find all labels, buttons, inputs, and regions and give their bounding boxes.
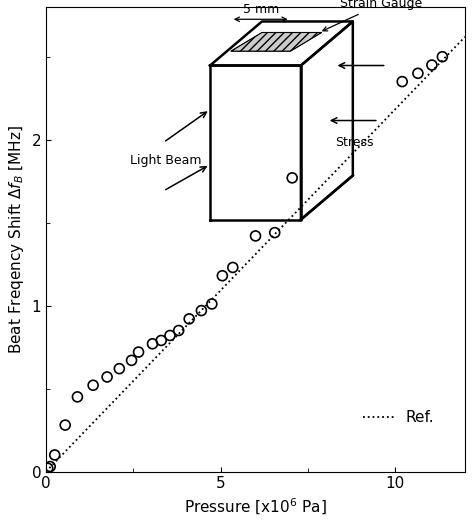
Text: 5 mm: 5 mm	[243, 3, 279, 16]
Legend: Ref.: Ref.	[357, 404, 441, 431]
Point	[135, 348, 142, 356]
Point	[198, 307, 205, 315]
Point	[185, 315, 193, 323]
Text: Stress: Stress	[335, 136, 373, 149]
Point	[116, 365, 123, 373]
Point	[44, 464, 51, 473]
Point	[414, 69, 421, 78]
Point	[149, 340, 156, 348]
Point	[103, 373, 111, 381]
Point	[252, 232, 259, 240]
Point	[89, 381, 97, 389]
Polygon shape	[231, 32, 322, 51]
Point	[74, 392, 81, 401]
Y-axis label: Beat Freqency Shift $\Delta f_B$ [MHz]: Beat Freqency Shift $\Delta f_B$ [MHz]	[7, 125, 26, 354]
Text: Light Beam: Light Beam	[129, 154, 201, 167]
Point	[46, 462, 54, 471]
X-axis label: Pressure [x10$^6$ Pa]: Pressure [x10$^6$ Pa]	[184, 497, 327, 517]
Point	[438, 52, 446, 61]
Text: Strain Gauge: Strain Gauge	[323, 0, 422, 31]
Point	[208, 300, 216, 308]
Point	[271, 228, 278, 237]
Point	[219, 271, 226, 280]
Point	[175, 326, 183, 335]
Point	[288, 173, 296, 182]
Point	[51, 451, 59, 459]
Point	[61, 421, 69, 429]
Point	[158, 336, 165, 345]
Point	[128, 356, 135, 365]
Point	[229, 263, 236, 271]
Point	[428, 61, 436, 69]
Point	[166, 331, 174, 340]
Point	[398, 78, 406, 86]
